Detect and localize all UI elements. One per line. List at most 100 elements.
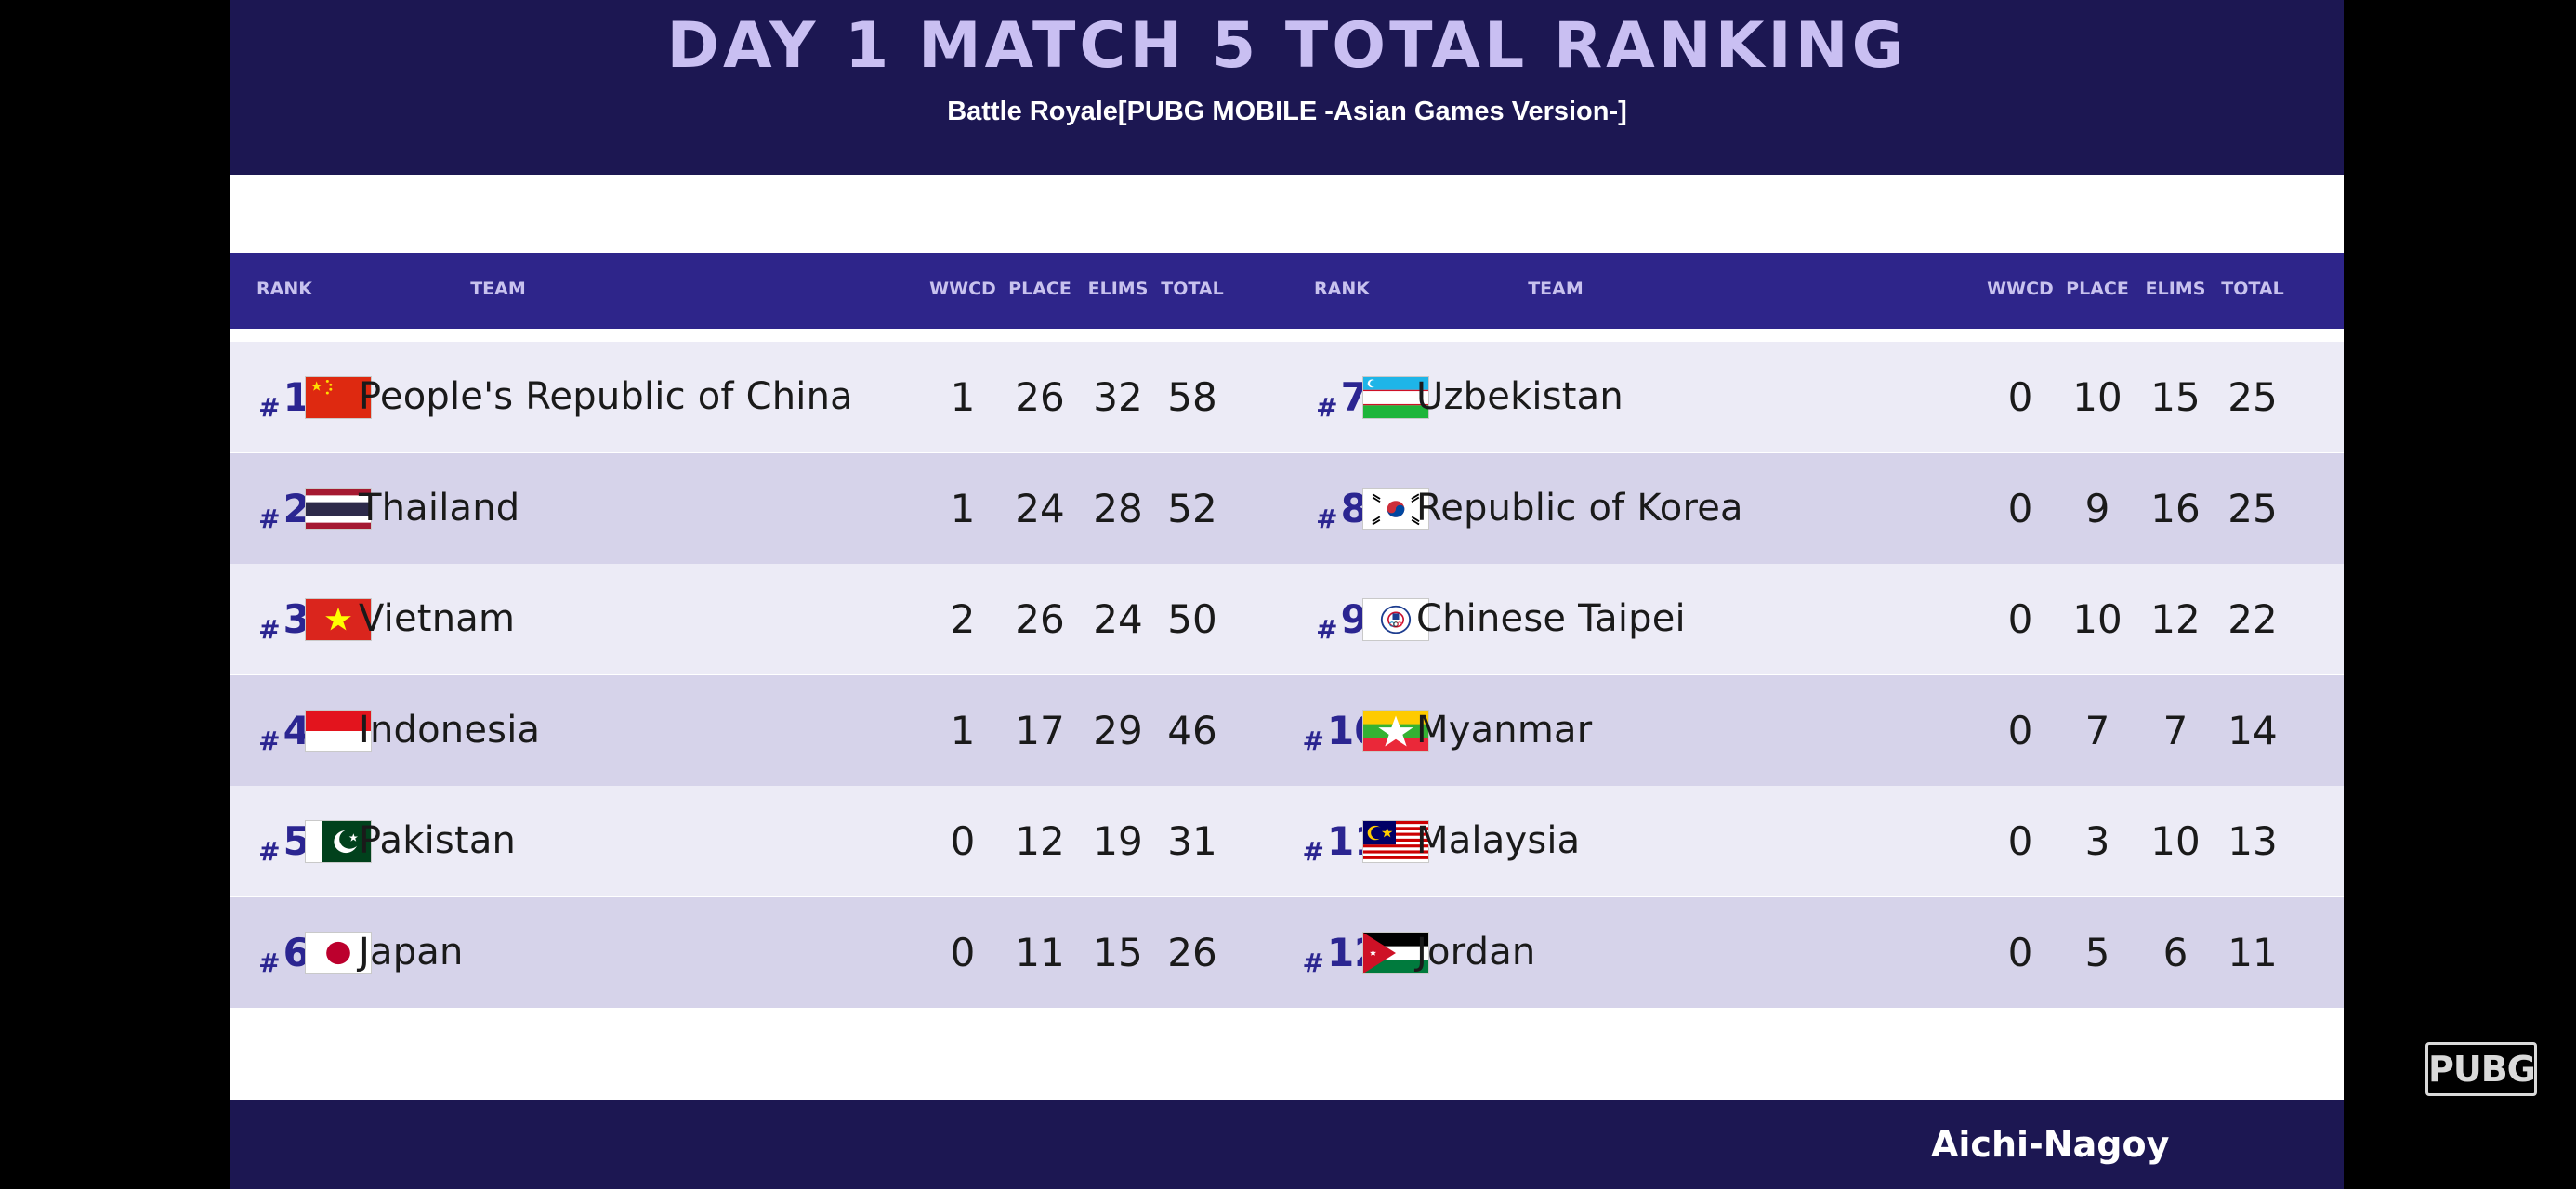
team-name: Uzbekistan (1416, 375, 1623, 418)
wwcd-value: 0 (950, 929, 976, 975)
column-header-place-left: PLACE (1008, 279, 1071, 299)
team-name: Thailand (359, 486, 520, 529)
wwcd-value: 2 (950, 596, 976, 642)
wwcd-value: 1 (950, 485, 976, 531)
column-header-place-right: PLACE (2066, 279, 2129, 299)
place-value: 10 (2072, 596, 2123, 642)
elims-value: 16 (2150, 485, 2201, 531)
total-value: 52 (1167, 485, 1217, 531)
place-value: 12 (1015, 818, 1065, 864)
team-name: Jordan (1416, 930, 1536, 973)
column-header-wwcd-right: WWCD (1987, 279, 2054, 299)
total-value: 14 (2228, 707, 2278, 753)
elims-value: 6 (2162, 929, 2188, 975)
table-row: #4 Indonesia 1 17 29 46 #10 Myanmar 0 7 7 14 (230, 674, 2344, 786)
rank-hash: # (258, 503, 281, 534)
place-value: 26 (1015, 374, 1065, 420)
wwcd-value: 0 (2007, 707, 2033, 753)
team-name: Pakistan (359, 819, 517, 862)
rank-hash: # (1302, 836, 1325, 867)
rank-hash: # (1302, 725, 1325, 756)
rank-hash: # (1316, 503, 1338, 534)
total-value: 25 (2228, 374, 2278, 420)
jordan-flag-icon (1362, 931, 1429, 974)
rank-label-left: #1 (258, 342, 310, 452)
elims-value: 12 (2150, 596, 2201, 642)
column-header-total-left: TOTAL (1161, 279, 1224, 299)
rank-label-left: #6 (258, 897, 310, 1008)
column-header-rank-right: RANK (1314, 279, 1370, 299)
rank-label-left: #5 (258, 786, 310, 896)
table-row: #2 Thailand 1 24 28 52 #8 Republic of Korea 0 9 16… (230, 452, 2344, 564)
elims-value: 28 (1093, 485, 1143, 531)
china-flag-icon (305, 376, 372, 419)
page-subtitle: Battle Royale[PUBG MOBILE -Asian Games V… (947, 97, 1627, 126)
place-value: 3 (2084, 818, 2110, 864)
column-header-team-left: TEAM (470, 279, 526, 299)
column-header-team-right: TEAM (1528, 279, 1584, 299)
place-value: 5 (2084, 929, 2110, 975)
team-name: Vietnam (359, 597, 516, 640)
column-header-total-right: TOTAL (2221, 279, 2284, 299)
wwcd-value: 0 (2007, 374, 2033, 420)
location-label: Aichi-Nagoy (1931, 1124, 2170, 1165)
total-value: 58 (1167, 374, 1217, 420)
team-name: Indonesia (359, 708, 541, 751)
place-value: 11 (1015, 929, 1065, 975)
table-row: #3 Vietnam 2 26 24 50 #9 Chinese Taipei 0 10 12 22 (230, 564, 2344, 674)
pubg-logo-watermark: PUBG (2425, 1042, 2537, 1096)
total-value: 31 (1167, 818, 1217, 864)
elims-value: 24 (1093, 596, 1143, 642)
team-name: Chinese Taipei (1416, 597, 1686, 640)
wwcd-value: 0 (2007, 929, 2033, 975)
vietnam-flag-icon (305, 598, 372, 641)
rank-hash: # (258, 836, 281, 867)
ranking-board: DAY 1 MATCH 5 TOTAL RANKING Battle Royal… (230, 0, 2344, 1189)
chinese-taipei-flag-icon (1362, 598, 1429, 641)
total-value: 11 (2228, 929, 2278, 975)
column-header-elims-left: ELIMS (1087, 279, 1149, 299)
rank-label-right: #7 (1316, 342, 1368, 452)
indonesia-flag-icon (305, 709, 372, 752)
myanmar-flag-icon (1362, 709, 1429, 752)
place-value: 17 (1015, 707, 1065, 753)
total-value: 26 (1167, 929, 1217, 975)
rank-hash: # (1316, 392, 1338, 423)
pakistan-flag-icon (305, 820, 372, 863)
elims-value: 7 (2162, 707, 2188, 753)
team-name: People's Republic of China (359, 375, 853, 418)
wwcd-value: 0 (2007, 596, 2033, 642)
team-name: Myanmar (1416, 708, 1593, 751)
elims-value: 10 (2150, 818, 2201, 864)
page-title: DAY 1 MATCH 5 TOTAL RANKING (666, 9, 1908, 83)
elims-value: 15 (2150, 374, 2201, 420)
column-header-bar: RANK TEAM WWCD PLACE ELIMS TOTAL RANK TE… (230, 253, 2344, 329)
column-header-wwcd-left: WWCD (929, 279, 996, 299)
table-row: #5 Pakistan 0 12 19 31 #11 Malaysia 0 3 10 13 (230, 786, 2344, 896)
korea-flag-icon (1362, 487, 1429, 530)
rank-label-left: #2 (258, 453, 310, 564)
rank-label-left: #3 (258, 564, 310, 674)
rank-hash: # (258, 725, 281, 756)
uzbekistan-flag-icon (1362, 376, 1429, 419)
elims-value: 32 (1093, 374, 1143, 420)
rank-hash: # (1316, 614, 1338, 645)
wwcd-value: 1 (950, 374, 976, 420)
place-value: 9 (2084, 485, 2110, 531)
footer-bar: Aichi-Nagoy (230, 1100, 2344, 1189)
place-value: 7 (2084, 707, 2110, 753)
elims-value: 15 (1093, 929, 1143, 975)
table-row: #6 Japan 0 11 15 26 #12 Jordan 0 5 6 11 (230, 896, 2344, 1008)
rank-label-right: #8 (1316, 453, 1368, 564)
team-name: Japan (359, 930, 464, 973)
malaysia-flag-icon (1362, 820, 1429, 863)
place-value: 24 (1015, 485, 1065, 531)
total-value: 46 (1167, 707, 1217, 753)
wwcd-value: 0 (950, 818, 976, 864)
team-name: Malaysia (1416, 819, 1581, 862)
wwcd-value: 0 (2007, 485, 2033, 531)
place-value: 26 (1015, 596, 1065, 642)
rank-hash: # (258, 614, 281, 645)
japan-flag-icon (305, 931, 372, 974)
rank-hash: # (258, 947, 281, 978)
